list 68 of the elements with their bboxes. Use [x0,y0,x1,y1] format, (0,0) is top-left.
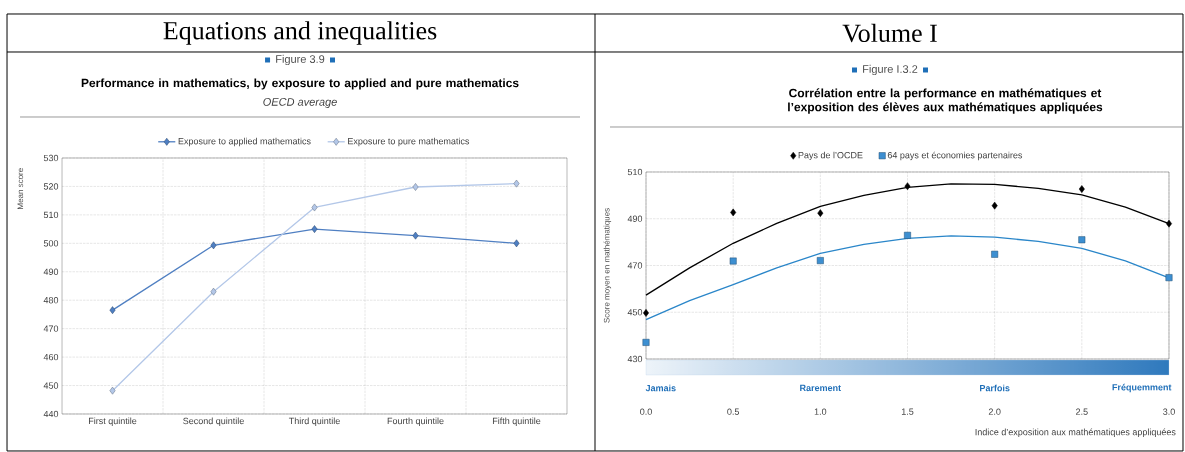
point [513,179,520,188]
y-axis-title: Score moyen en mathématiques [603,208,612,323]
x-axis-title: Indice d’exposition aux mathématiques appliquées [975,428,1176,438]
chart-title: Performance in mathematics, by exposure to applied and pure mathematics [81,78,519,90]
point [109,306,116,315]
y-tick-label: 430 [627,355,643,363]
x-tick-label: Fourth quintile [387,417,444,426]
point [991,201,998,210]
text: Parfois [980,384,1010,392]
point [730,208,737,217]
point [904,231,911,239]
y-axis-title: Mean score [17,168,24,209]
y-tick-label: 450 [627,309,643,316]
y-tick-label: 480 [43,297,59,304]
y-tick-label: 500 [43,240,59,247]
text: Rarement [800,384,841,392]
point [643,309,649,317]
y-tick-label: 440 [43,410,59,418]
chart-title: Corrélation entre la performance en mathématiques et l’exposition des élèves aux mathématiques appliquées [788,88,1103,114]
x-tick-label: 1.5 [901,408,914,415]
chart-subtitle: OECD average [263,98,337,108]
legend-label: Exposure to pure mathematics [348,137,470,147]
point [1078,236,1086,244]
legend-label: Pays de l’OCDE [798,151,863,161]
y-tick-label: 490 [627,215,643,222]
point [817,209,824,217]
point [1165,274,1173,282]
y-tick-label: 520 [43,183,59,190]
text: Jamais [645,384,676,392]
y-tick-label: 510 [43,211,59,219]
point [816,257,824,265]
y-tick-label: 460 [43,353,59,361]
text: Fréquemment [1112,383,1172,393]
y-tick-label: 490 [43,268,59,275]
point [1078,185,1085,193]
point [642,338,650,346]
x-tick-label: 0.5 [727,408,740,415]
legend-label: 64 pays et économies partenaires [887,151,1023,161]
point [412,231,419,240]
legend-label: Exposure to applied mathematics [178,137,311,147]
x-tick-label: 2.0 [988,408,1001,415]
point [210,241,217,250]
caption: Figure 3.9 [276,54,325,66]
x-tick-label: Second quintile [183,417,244,426]
y-tick-label: 450 [43,382,59,389]
point [513,239,520,248]
point [991,250,999,258]
x-tick-label: 0.0 [640,408,652,415]
point [210,287,217,296]
text: Equations and inequalities [163,21,437,45]
point [412,183,419,191]
y-tick-label: 510 [627,168,643,176]
x-tick-label: 3.0 [1163,408,1175,415]
x-tick-label: 1.0 [814,408,827,415]
x-tick-label: First quintile [89,417,137,426]
point [904,182,911,191]
point [311,225,318,233]
point [311,203,318,212]
y-tick-label: 530 [43,154,59,162]
text: Figure I.3.2 [863,64,918,76]
y-tick-label: 470 [627,262,643,269]
point [109,386,116,395]
x-tick-label: 2.5 [1076,408,1088,415]
x-tick-label: Third quintile [288,417,340,426]
point [729,257,737,265]
x-tick-label: Fifth quintile [492,417,541,426]
text: Volume I [842,23,937,43]
y-tick-label: 470 [43,325,59,332]
